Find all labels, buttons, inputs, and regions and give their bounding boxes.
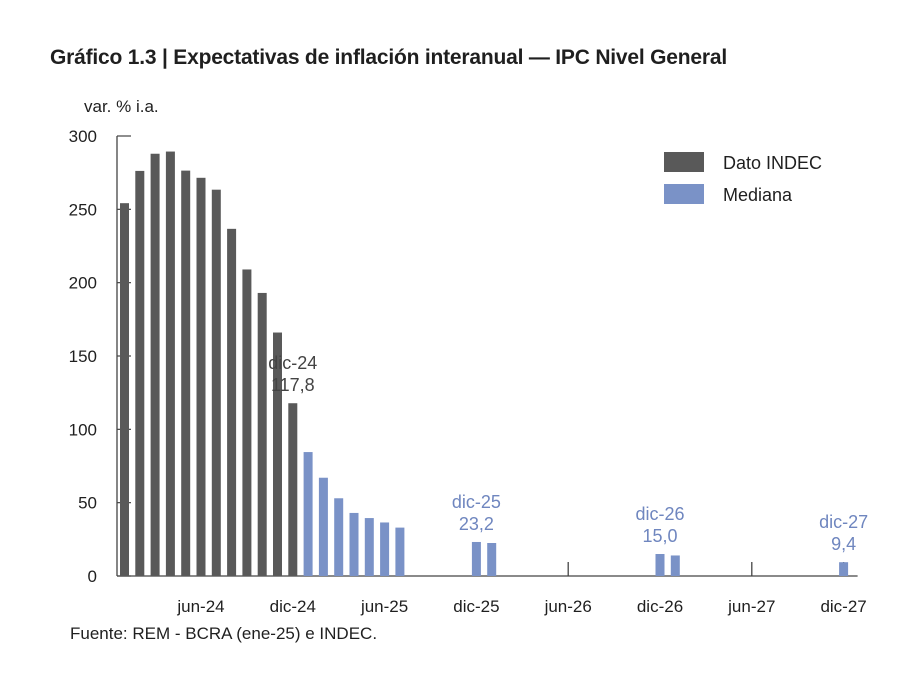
y-tick-label: 50	[78, 494, 97, 513]
data-label-value: 15,0	[642, 526, 677, 546]
bar-dato-indec	[211, 189, 221, 576]
legend-label: Mediana	[723, 185, 793, 205]
bar-dato-indec	[257, 292, 267, 576]
bar-mediana	[839, 562, 849, 576]
legend-swatch	[664, 152, 704, 172]
x-tick-label: jun-26	[544, 597, 592, 616]
data-label-date: dic-24	[268, 353, 317, 373]
bar-mediana	[670, 555, 680, 576]
bar-dato-indec	[150, 153, 160, 576]
y-tick-label: 100	[69, 420, 97, 439]
x-tick-label: dic-26	[637, 597, 683, 616]
bar-dato-indec	[181, 170, 191, 576]
bar-mediana	[334, 498, 344, 576]
bar-dato-indec	[135, 170, 145, 576]
data-label-date: dic-25	[452, 492, 501, 512]
data-label-value: 117,8	[271, 375, 315, 395]
bar-dato-indec	[196, 177, 206, 577]
y-tick-label: 300	[69, 127, 97, 146]
legend-swatch	[664, 184, 704, 204]
data-label-date: dic-26	[635, 504, 684, 524]
bar-mediana	[349, 512, 359, 576]
bar-dato-indec	[273, 332, 282, 576]
bar-mediana	[655, 554, 665, 576]
y-axis-label: var. % i.a.	[84, 97, 159, 116]
bar-dato-indec	[120, 203, 129, 576]
bar-mediana	[364, 518, 374, 576]
bar-mediana	[380, 522, 390, 576]
x-tick-label: jun-25	[360, 597, 408, 616]
bar-dato-indec	[227, 228, 237, 576]
x-tick-label: dic-24	[270, 597, 316, 616]
data-label-date: dic-27	[819, 512, 868, 532]
x-tick-label: jun-27	[727, 597, 775, 616]
data-label-value: 9,4	[831, 534, 856, 554]
bar-mediana	[471, 541, 481, 576]
x-tick-label: jun-24	[176, 597, 224, 616]
bar-dato-indec	[242, 269, 252, 576]
bar-mediana	[395, 527, 405, 576]
bar-mediana	[318, 477, 328, 576]
source-note: Fuente: REM - BCRA (ene-25) e INDEC.	[70, 624, 378, 643]
bar-dato-indec	[165, 151, 175, 576]
x-tick-label: dic-25	[453, 597, 499, 616]
y-tick-label: 250	[69, 200, 97, 219]
bar-mediana	[487, 543, 497, 576]
legend-label: Dato INDEC	[723, 153, 822, 173]
bar-dato-indec	[288, 403, 298, 576]
y-tick-label: 0	[88, 567, 97, 586]
y-tick-label: 150	[69, 347, 97, 366]
x-tick-label: dic-27	[820, 597, 866, 616]
bar-mediana	[303, 452, 313, 576]
chart-title: Gráfico 1.3 | Expectativas de inflación …	[50, 46, 727, 69]
y-tick-label: 200	[69, 274, 97, 293]
data-label-value: 23,2	[459, 514, 494, 534]
